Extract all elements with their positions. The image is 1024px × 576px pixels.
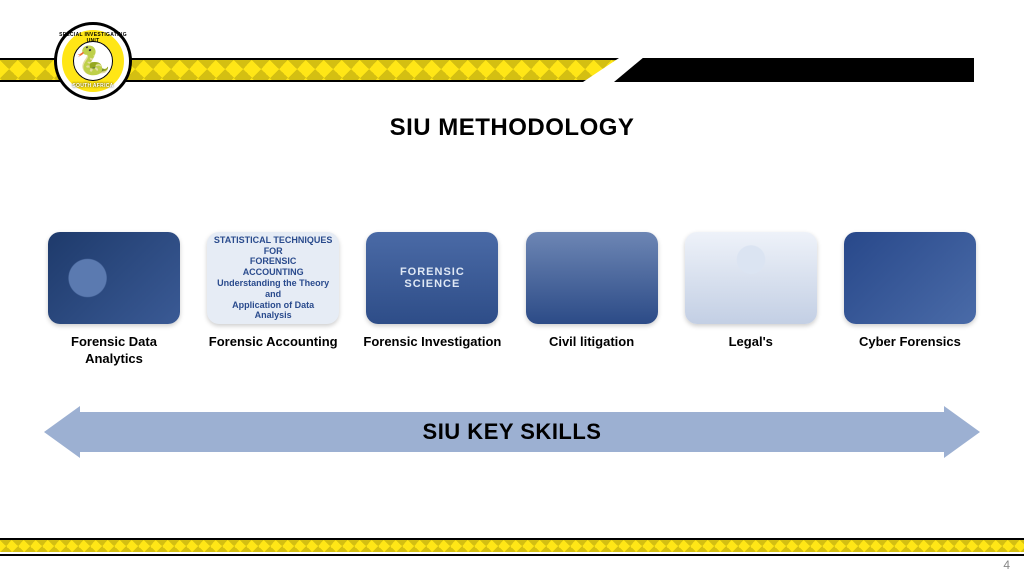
- cobra-icon: 🐍: [76, 47, 111, 75]
- footer-pattern-band: [0, 538, 1024, 552]
- org-logo: SPECIAL INVESTIGATING UNIT 🐍 SOUTH AFRIC…: [54, 22, 132, 100]
- page-number: 4: [1003, 558, 1010, 572]
- skill-card-image: STATISTICAL TECHNIQUES FOR FORENSIC ACCO…: [207, 232, 339, 324]
- skill-item: Cyber Forensics: [840, 232, 980, 368]
- footer-divider: [0, 554, 1024, 556]
- logo-text-bottom: SOUTH AFRICA: [57, 83, 129, 89]
- skill-label: Cyber Forensics: [859, 334, 961, 368]
- skill-card-image: [844, 232, 976, 324]
- skill-label: Forensic Data Analytics: [44, 334, 184, 368]
- arrow-head-right-icon: [944, 406, 980, 458]
- arrow-head-left-icon: [44, 406, 80, 458]
- page-title: SIU METHODOLOGY: [0, 114, 1024, 142]
- skill-card-image: FORENSIC SCIENCE: [366, 232, 498, 324]
- skill-label: Forensic Investigation: [363, 334, 501, 368]
- skill-item: Civil litigation: [522, 232, 662, 368]
- skill-label: Forensic Accounting: [209, 334, 338, 368]
- header-accent: [574, 52, 1024, 88]
- skill-card-image: [48, 232, 180, 324]
- skill-item: Legal's: [681, 232, 821, 368]
- skill-label: Civil litigation: [549, 334, 634, 368]
- skill-label: Legal's: [729, 334, 773, 368]
- skill-item: STATISTICAL TECHNIQUES FOR FORENSIC ACCO…: [203, 232, 343, 368]
- skills-row: Forensic Data Analytics STATISTICAL TECH…: [44, 232, 980, 368]
- skill-card-image: [685, 232, 817, 324]
- arrow-label: SIU KEY SKILLS: [80, 412, 944, 452]
- skill-item: FORENSIC SCIENCE Forensic Investigation: [362, 232, 502, 368]
- key-skills-arrow: SIU KEY SKILLS: [44, 406, 980, 458]
- skill-item: Forensic Data Analytics: [44, 232, 184, 368]
- skill-card-image: [526, 232, 658, 324]
